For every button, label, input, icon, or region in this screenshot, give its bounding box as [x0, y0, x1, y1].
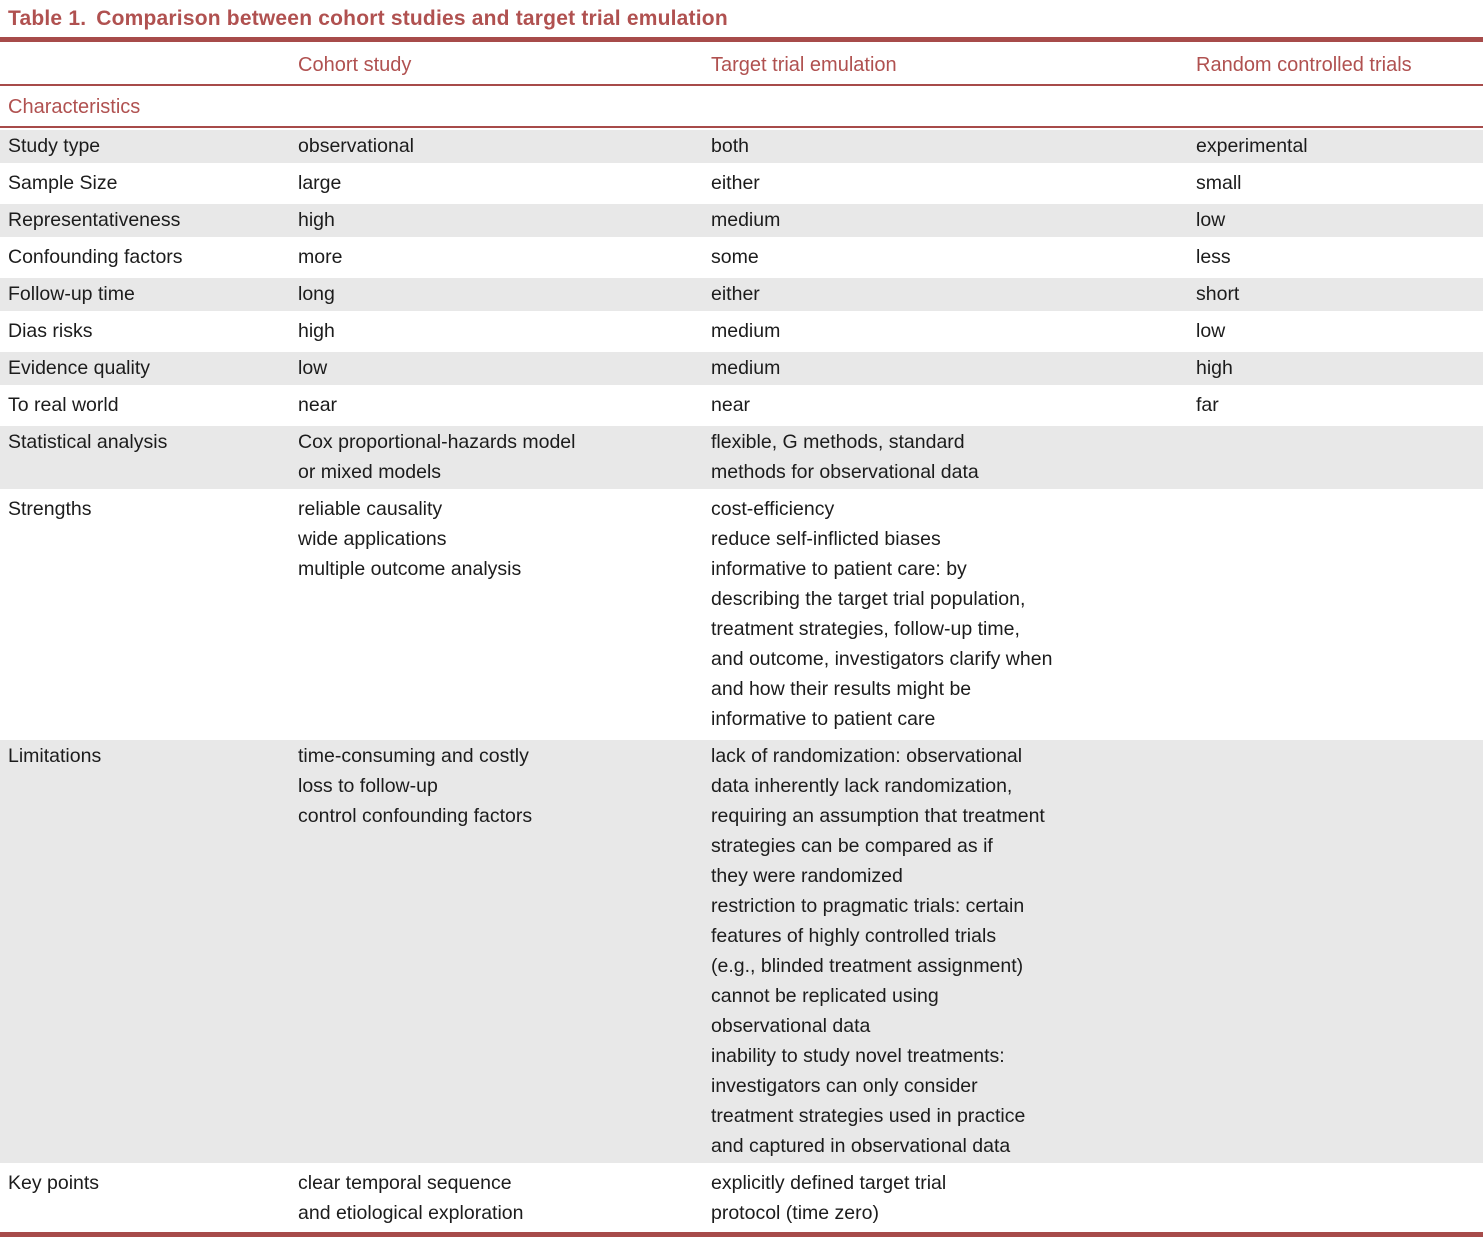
column-header-cohort-study: Cohort study	[298, 54, 412, 76]
table-cell: clear temporal sequence and etiological …	[298, 1172, 524, 1224]
table-row-follow-up-time: Follow-up time long either short	[0, 276, 1483, 313]
table-cell: observational	[298, 135, 414, 157]
bottom-rule	[0, 1232, 1483, 1237]
table-cell: medium	[711, 320, 781, 342]
table-cell: small	[1196, 172, 1242, 194]
header-rule	[0, 84, 1483, 86]
row-label: Sample Size	[8, 172, 118, 194]
row-label: Strengths	[8, 498, 92, 520]
table-cell: medium	[711, 209, 781, 231]
table-row-strengths: Strengths reliable causality wide applic…	[0, 491, 1483, 738]
column-header-row: Cohort study Target trial emulation Rand…	[0, 42, 1483, 84]
table-cell: far	[1196, 394, 1219, 416]
table-title-text: Comparison between cohort studies and ta…	[96, 7, 728, 30]
row-label: Follow-up time	[8, 283, 135, 305]
table-cell: flexible, G methods, standard methods fo…	[711, 431, 979, 483]
row-label: Dias risks	[8, 320, 93, 342]
table-row-confounding-factors: Confounding factors more some less	[0, 239, 1483, 276]
table-cell: either	[711, 283, 760, 305]
row-label: Confounding factors	[8, 246, 183, 268]
table-cell: high	[298, 320, 335, 342]
section-header-characteristics: Characteristics	[8, 96, 141, 118]
column-header-random-controlled-trials: Random controlled trials	[1196, 54, 1412, 76]
column-header-target-trial-emulation: Target trial emulation	[711, 54, 897, 76]
row-label: Limitations	[8, 745, 102, 767]
table-row-sample-size: Sample Size large either small	[0, 165, 1483, 202]
table-cell: long	[298, 283, 335, 305]
table-row-statistical-analysis: Statistical analysis Cox proportional-ha…	[0, 424, 1483, 491]
table-row-representativeness: Representativeness high medium low	[0, 202, 1483, 239]
table-cell	[1196, 494, 1483, 734]
table-row-key-points: Key points clear temporal sequence and e…	[0, 1165, 1483, 1232]
section-rule	[0, 126, 1483, 128]
table-row-limitations: Limitations time-consuming and costly lo…	[0, 738, 1483, 1165]
table-cell	[1196, 1168, 1483, 1228]
table-title: Table 1. Comparison between cohort studie…	[0, 0, 1483, 37]
table-cell: high	[1196, 357, 1233, 379]
table-cell	[1196, 427, 1483, 487]
table-cell: less	[1196, 246, 1231, 268]
table-row-evidence-quality: Evidence quality low medium high	[0, 350, 1483, 387]
table-cell: lack of randomization: observational dat…	[711, 745, 1045, 1157]
table-cell: low	[1196, 209, 1226, 231]
table-cell: reliable causality wide applications mul…	[298, 498, 522, 580]
row-label: Evidence quality	[8, 357, 151, 379]
table-cell	[1196, 741, 1483, 1161]
table-cell: both	[711, 135, 749, 157]
table-cell: high	[298, 209, 335, 231]
table-cell: experimental	[1196, 135, 1308, 157]
table-cell: large	[298, 172, 342, 194]
row-label: Study type	[8, 135, 101, 157]
column-header-empty	[8, 53, 298, 77]
row-label: Statistical analysis	[8, 431, 168, 453]
table-row-dias-risks: Dias risks high medium low	[0, 313, 1483, 350]
table-row-study-type: Study type observational both experiment…	[0, 128, 1483, 165]
table-cell: cost-efficiency reduce self-inflicted bi…	[711, 498, 1053, 730]
table-cell: low	[1196, 320, 1226, 342]
table-cell: near	[298, 394, 338, 416]
table-row-to-real-world: To real world near near far	[0, 387, 1483, 424]
table-cell: near	[711, 394, 751, 416]
top-rule	[0, 37, 1483, 42]
table-cell: explicitly defined target trial protocol…	[711, 1172, 947, 1224]
table-cell: either	[711, 172, 760, 194]
table-cell: short	[1196, 283, 1240, 305]
table-cell: Cox proportional-hazards model or mixed …	[298, 431, 576, 483]
row-label: Representativeness	[8, 209, 181, 231]
table-number-label: Table 1.	[8, 7, 87, 30]
table-cell: medium	[711, 357, 781, 379]
row-label: To real world	[8, 394, 119, 416]
table-cell: more	[298, 246, 343, 268]
table-cell: some	[711, 246, 759, 268]
table-cell: low	[298, 357, 328, 379]
table-cell: time-consuming and costly loss to follow…	[298, 745, 533, 827]
row-label: Key points	[8, 1172, 100, 1194]
